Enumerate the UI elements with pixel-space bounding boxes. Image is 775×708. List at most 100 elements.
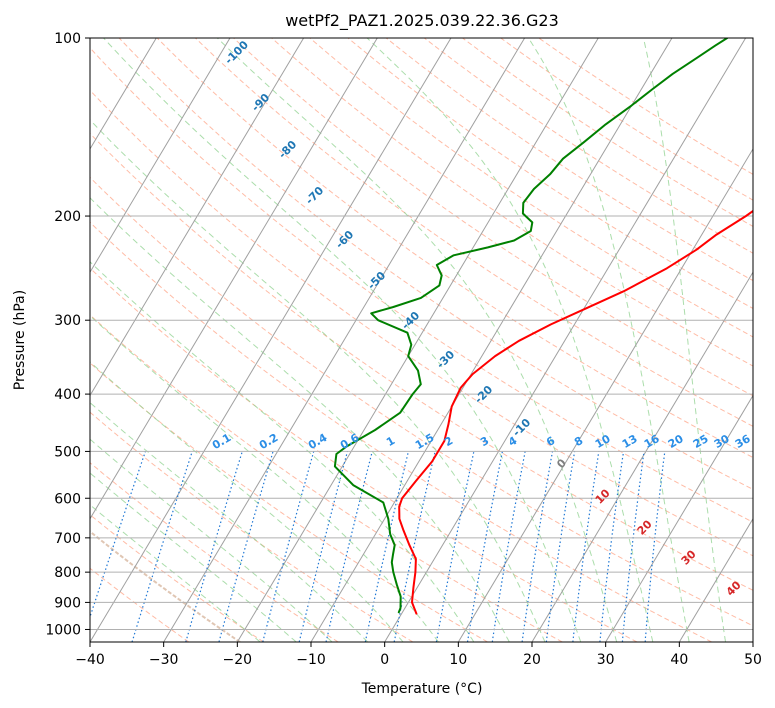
y-axis: 100 200 300 400 500 600 700 800 900 1000 xyxy=(45,31,90,638)
isotherm-label: -80 xyxy=(276,138,299,161)
dry-adiabat xyxy=(90,132,753,591)
x-tick-label: −10 xyxy=(296,652,326,668)
x-tick-label: 40 xyxy=(670,652,688,668)
y-tick-label: 700 xyxy=(54,531,81,547)
mixing-ratio-line xyxy=(599,451,625,642)
mixing-ratio-line xyxy=(325,451,373,642)
isotherm xyxy=(605,394,753,642)
mixing-ratio-line xyxy=(491,451,526,642)
x-tick-label: 20 xyxy=(523,652,541,668)
mixing-ratio-line xyxy=(364,451,409,642)
mixing-ratio-label: 8 xyxy=(572,434,585,449)
moist-adiabat xyxy=(528,38,690,642)
dry-adiabat xyxy=(271,38,753,367)
pressure-gridlines xyxy=(90,38,753,630)
y-tick-label: 100 xyxy=(54,31,81,47)
dry-adiabat xyxy=(90,176,753,627)
reference-adiabat xyxy=(90,530,241,642)
mixing-ratio-label: 16 xyxy=(642,432,662,451)
moist-adiabat xyxy=(103,38,582,642)
mixing-ratio-label: 20 xyxy=(666,432,686,451)
isotherm-label: -70 xyxy=(303,184,326,207)
isotherm xyxy=(0,38,9,642)
chart-title: wetPf2_PAZ1.2025.039.22.36.G23 xyxy=(285,11,559,31)
isotherm-label: -90 xyxy=(249,91,272,114)
isotherm-label: -40 xyxy=(399,309,422,332)
moist-adiabat xyxy=(90,438,333,642)
dry-adiabat xyxy=(90,47,753,523)
mixing-ratio-label: 6 xyxy=(544,434,557,449)
moist-adiabat xyxy=(90,361,404,642)
isotherm xyxy=(384,38,747,642)
mixing-ratio-line xyxy=(185,451,243,642)
dry-adiabat xyxy=(90,221,712,642)
dry-adiabat xyxy=(347,38,753,309)
mixing-ratio-line xyxy=(545,451,576,642)
dry-adiabat xyxy=(90,462,339,642)
mixing-ratio-line xyxy=(521,451,554,642)
mixing-ratio-label: 0.2 xyxy=(257,431,280,452)
isotherm xyxy=(90,38,452,642)
moist-adiabat xyxy=(90,504,261,642)
y-axis-title: Pressure (hPa) xyxy=(12,290,28,390)
isotherm-label: 30 xyxy=(679,547,699,567)
mixing-ratio-label: 2 xyxy=(442,434,455,449)
isotherm-label: -30 xyxy=(434,348,457,371)
moist-adiabat xyxy=(90,261,475,642)
background-lines xyxy=(0,38,753,642)
isotherm-label: 10 xyxy=(593,486,613,506)
isotherm xyxy=(90,38,157,150)
mixing-ratio-label: 13 xyxy=(620,432,640,451)
mixing-ratio-label: 1.5 xyxy=(413,431,436,452)
dry-adiabat xyxy=(90,362,488,642)
isotherm-label: 40 xyxy=(724,578,744,598)
isotherm-label: 20 xyxy=(635,517,655,537)
mixing-ratio-line xyxy=(393,451,436,642)
x-tick-label: −30 xyxy=(149,652,179,668)
plot-frame xyxy=(89,37,754,643)
isotherm xyxy=(310,38,673,642)
mixing-ratio-label: 10 xyxy=(593,432,613,451)
isotherm xyxy=(90,38,231,274)
moist-adiabat xyxy=(643,38,726,642)
dry-adiabat xyxy=(309,38,753,338)
dry-adiabat xyxy=(462,38,753,227)
x-tick-label: −40 xyxy=(75,652,105,668)
x-tick-label: −20 xyxy=(223,652,253,668)
mixing-ratio-line xyxy=(298,451,348,642)
y-tick-label: 200 xyxy=(54,209,81,225)
mixing-ratio-line xyxy=(131,451,193,642)
moist-adiabat xyxy=(90,197,510,642)
isotherm xyxy=(678,517,753,642)
x-tick-label: 50 xyxy=(744,652,762,668)
mixing-ratio-labels: 0.1 0.2 0.4 0.6 1 1.5 2 3 4 6 8 10 13 16 20 25 30 36 xyxy=(210,431,753,452)
moist-adiabat xyxy=(90,401,368,642)
profile-lines xyxy=(333,38,753,615)
y-tick-label: 400 xyxy=(54,387,81,403)
dry-adiabat xyxy=(90,514,264,642)
y-tick-label: 300 xyxy=(54,313,81,329)
x-tick-label: 0 xyxy=(380,652,389,668)
isotherm-label: -20 xyxy=(472,383,495,406)
mixing-ratio-label: 0.4 xyxy=(306,431,330,452)
dry-adiabat xyxy=(90,411,414,642)
isotherm xyxy=(163,38,526,642)
mixing-ratio-line xyxy=(621,451,645,642)
isotherm xyxy=(531,271,753,642)
dewpoint-profile-line xyxy=(333,38,729,614)
moist-adiabat xyxy=(90,472,297,642)
mixing-ratio-label: 25 xyxy=(691,432,711,451)
x-axis-title: Temperature (°C) xyxy=(361,681,483,697)
isotherm-label: 0 xyxy=(554,456,569,471)
x-tick-label: 30 xyxy=(597,652,615,668)
y-tick-label: 800 xyxy=(54,565,81,581)
x-axis: −40 −30 −20 −10 0 10 20 30 40 50 xyxy=(75,642,762,668)
y-tick-label: 900 xyxy=(54,595,81,611)
y-tick-label: 500 xyxy=(54,444,81,460)
dry-adiabat xyxy=(90,314,563,642)
dry-adiabat xyxy=(90,267,638,642)
mixing-ratio-line xyxy=(218,451,274,642)
mixing-ratio-line xyxy=(644,451,666,642)
